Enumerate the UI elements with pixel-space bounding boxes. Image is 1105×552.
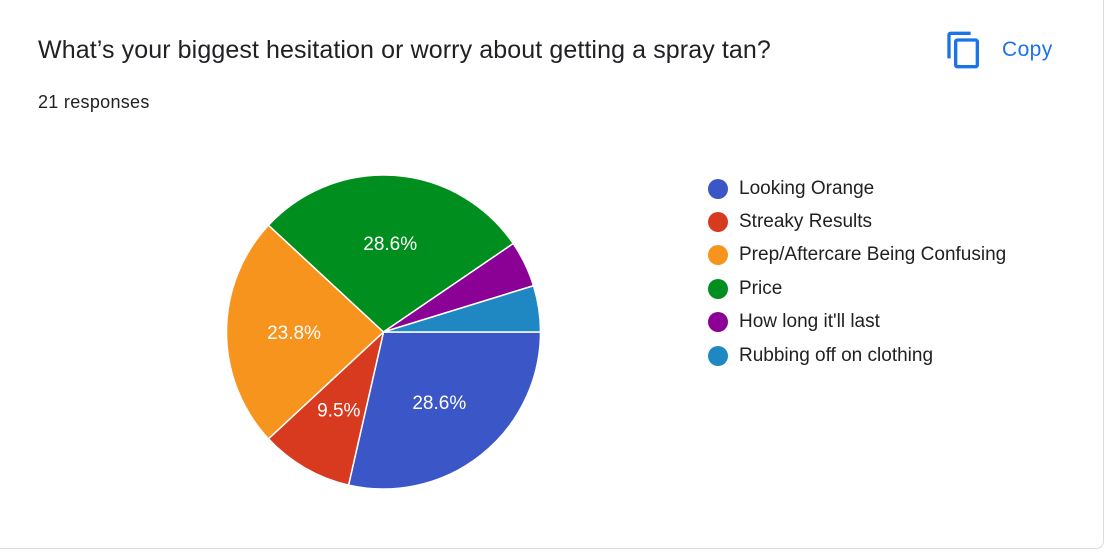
legend-item[interactable]: How long it'll last — [708, 306, 1006, 339]
response-count: 21 responses — [38, 92, 150, 112]
pie-slice-2[interactable] — [267, 329, 385, 486]
legend-swatch — [708, 178, 728, 199]
pie-slice-label: 23.8% — [267, 323, 321, 344]
copy-icon — [947, 31, 979, 69]
legend-swatch — [708, 345, 728, 366]
pie-chart: 28.6% 9.5% 23.8% 28.6% — [225, 174, 542, 490]
pie-slice-1[interactable] — [347, 331, 542, 490]
legend-item[interactable]: Prep/Aftercare Being Confusing — [708, 239, 1006, 272]
legend-item[interactable]: Price — [708, 272, 1006, 305]
legend-item[interactable]: Streaky Results — [708, 205, 1006, 238]
legend-label: Streaky Results — [739, 211, 873, 233]
legend-label: Prep/Aftercare Being Confusing — [739, 244, 1007, 266]
copy-button-label: Copy — [1002, 38, 1053, 61]
question-title: What’s your biggest hesitation or worry … — [38, 36, 771, 64]
legend-label: How long it'll last — [739, 311, 880, 333]
copy-button[interactable]: Copy — [944, 28, 1053, 72]
pie-slice-6[interactable] — [383, 284, 542, 333]
pie-slice-label: 28.6% — [363, 234, 417, 255]
legend-item[interactable]: Rubbing off on clothing — [708, 339, 1006, 372]
pie-slice-3[interactable] — [225, 224, 385, 440]
legend-swatch — [708, 312, 728, 333]
pie-slice-label: 9.5% — [317, 401, 360, 422]
chart-legend: Looking Orange Streaky Results Prep/Afterc… — [708, 172, 1006, 372]
legend-label: Price — [739, 277, 783, 299]
pie-slice-label: 28.6% — [412, 393, 466, 414]
legend-swatch — [708, 245, 728, 266]
legend-label: Looking Orange — [739, 177, 875, 199]
pie-slice-4[interactable] — [267, 174, 515, 333]
legend-label: Rubbing off on clothing — [739, 344, 934, 366]
legend-item[interactable]: Looking Orange — [708, 172, 1006, 205]
legend-swatch — [708, 278, 728, 299]
legend-swatch — [708, 212, 728, 233]
